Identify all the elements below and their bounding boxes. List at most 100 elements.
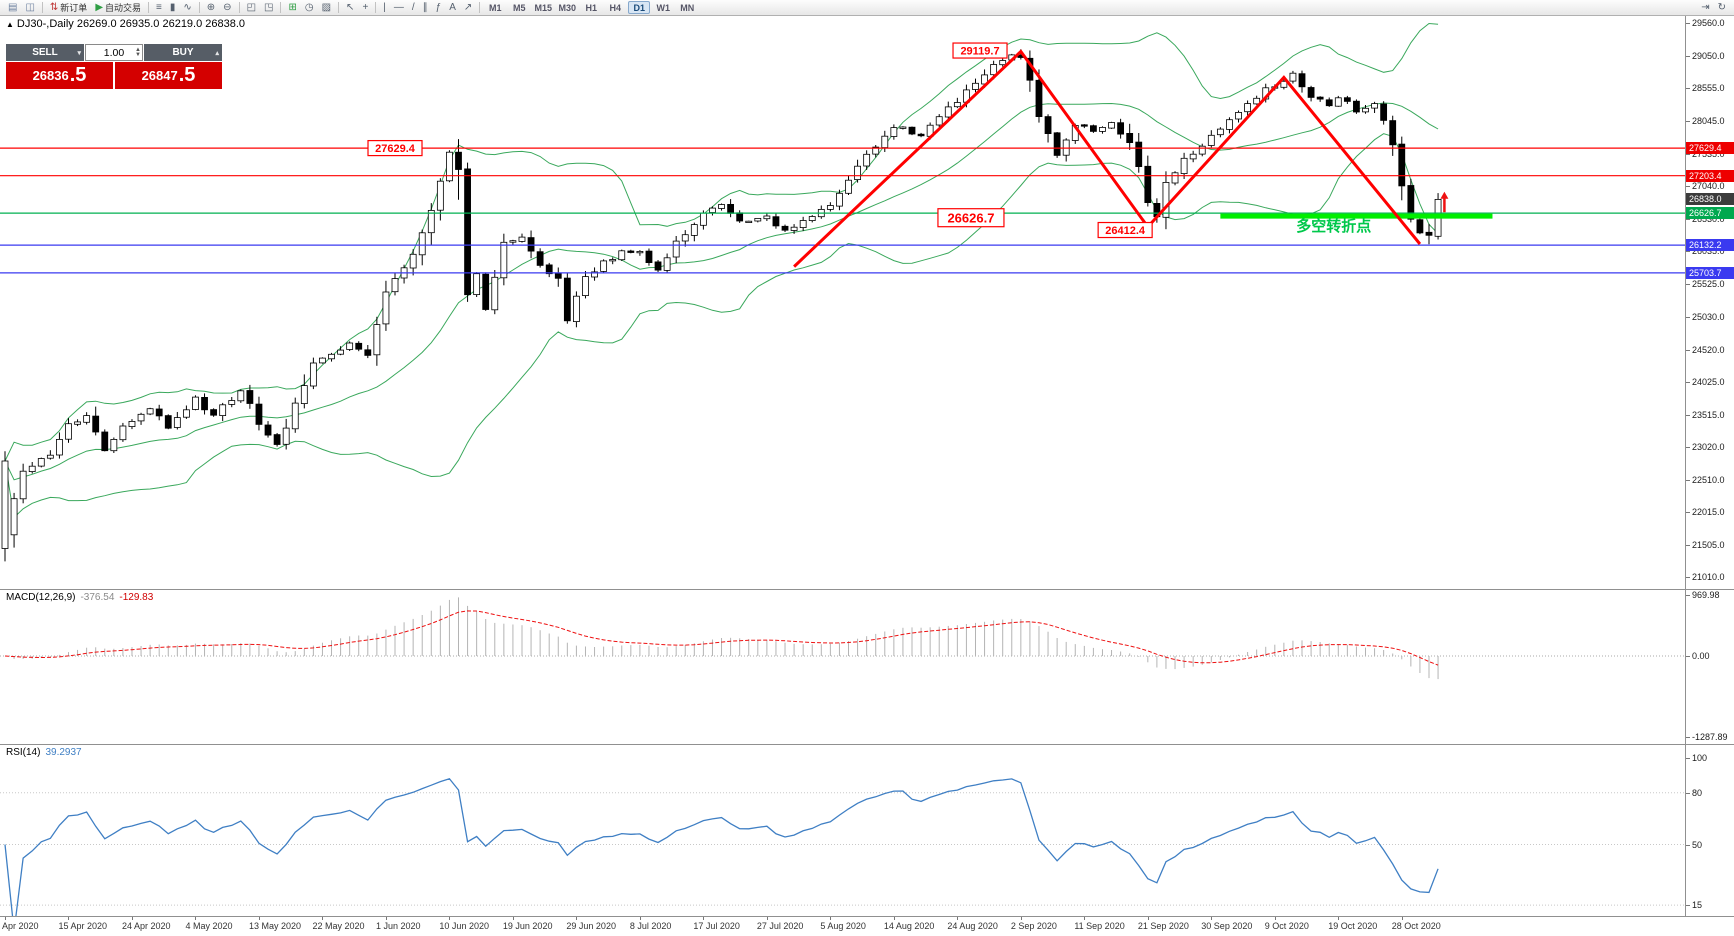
macd-tick-label: 0.00 bbox=[1686, 651, 1710, 661]
buy-button[interactable]: BUY ▴ bbox=[144, 44, 222, 61]
trendline-icon: / bbox=[411, 1, 415, 13]
fibonacci-icon[interactable]: ƒ bbox=[433, 1, 445, 14]
date-tick-label: 4 May 2020 bbox=[185, 917, 233, 931]
sell-options-caret-icon[interactable]: ▾ bbox=[77, 49, 81, 57]
timeframe-mn[interactable]: MN bbox=[680, 2, 695, 13]
new-chart-icon[interactable]: ▤ bbox=[5, 1, 20, 14]
price-tick-label: 26035.0 bbox=[1686, 246, 1725, 257]
turning-point-label[interactable]: 多空转折点 bbox=[1296, 217, 1371, 235]
svg-text:26412.4: 26412.4 bbox=[1105, 225, 1146, 237]
price-tag: 26626.7 bbox=[1686, 207, 1734, 220]
date-tick-label: 29 Jun 2020 bbox=[566, 917, 616, 931]
up-arrow[interactable] bbox=[1440, 191, 1449, 213]
horizontal-line-icon[interactable]: — bbox=[391, 1, 407, 14]
cascade-windows-icon[interactable]: ◳ bbox=[261, 1, 276, 14]
text-label-icon[interactable]: A bbox=[446, 1, 459, 14]
price-chart-canvas[interactable]: 29119.7 27629.4 26626.7 26412.4 多空转折点 bbox=[0, 16, 1685, 589]
timeframe-m5[interactable]: M5 bbox=[513, 2, 526, 13]
toolbar-separator bbox=[148, 2, 150, 13]
new-order-button-label: 新订单 bbox=[60, 3, 88, 13]
buy-price[interactable]: 26847.5 bbox=[115, 62, 222, 89]
date-tick-label: 5 Aug 2020 bbox=[820, 917, 866, 931]
price-tick-label: 29560.0 bbox=[1686, 18, 1725, 28]
toolbar-separator bbox=[338, 2, 340, 13]
rsi-chart-canvas[interactable] bbox=[0, 745, 1685, 916]
panel-splitter[interactable] bbox=[0, 916, 1734, 917]
date-tick-label: 24 Aug 2020 bbox=[947, 917, 998, 931]
toolbar-separator bbox=[41, 2, 43, 13]
period-clock-icon[interactable]: ◷ bbox=[302, 1, 317, 14]
auto-scroll-icon[interactable]: ↻ bbox=[1715, 1, 1729, 14]
arrow-object-icon[interactable]: ↗ bbox=[461, 1, 475, 14]
period-clock-icon: ◷ bbox=[304, 1, 314, 13]
tile-windows-icon[interactable]: ◰ bbox=[244, 1, 259, 14]
price-tick-label: 24520.0 bbox=[1686, 344, 1725, 355]
zoom-in-icon[interactable]: ⊕ bbox=[204, 1, 218, 14]
template-icon[interactable]: ▨ bbox=[319, 1, 334, 14]
rsi-name: RSI(14) bbox=[6, 747, 41, 758]
vertical-line-icon[interactable]: | bbox=[380, 1, 389, 14]
trendline-icon[interactable]: / bbox=[409, 1, 418, 14]
volume-down-icon[interactable]: ▼ bbox=[135, 51, 141, 58]
buy-options-caret-icon[interactable]: ▴ bbox=[215, 49, 219, 57]
fibonacci-icon: ƒ bbox=[435, 1, 442, 13]
price-tick-label: 25030.0 bbox=[1686, 311, 1725, 322]
timeframe-m15[interactable]: M15 bbox=[534, 2, 553, 13]
add-indicator-icon[interactable]: ⊞ bbox=[285, 1, 299, 14]
new-order-button[interactable]: ⇅ 新订单 bbox=[47, 1, 90, 14]
bars-chart-icon: ≡ bbox=[156, 1, 162, 13]
price-annotation[interactable]: 26412.4 bbox=[1097, 221, 1153, 239]
date-tick-label: 28 Oct 2020 bbox=[1391, 917, 1441, 931]
crosshair-icon[interactable]: + bbox=[359, 1, 371, 14]
price-tag: 26132.2 bbox=[1686, 239, 1734, 252]
channel-icon[interactable]: ∥ bbox=[420, 1, 431, 14]
toolbar-separator bbox=[198, 2, 200, 13]
rsi-tick-label: 50 bbox=[1685, 839, 1703, 850]
timeframe-w1[interactable]: W1 bbox=[656, 2, 671, 13]
date-tick-label: 8 Jul 2020 bbox=[629, 917, 672, 931]
date-tick-label: 10 Jun 2020 bbox=[439, 917, 489, 931]
timeframe-h4[interactable]: H4 bbox=[609, 2, 622, 13]
toolbar: ▤ ◫ ⇅ 新订单 ▶ 自动交易 ≡ ▮ ∿ ⊕ ⊖ ◰ ◳ ⊞ ◷ ▨ ↖ + | — / ∥ ƒ A ↗ M1 M5 M15 M3… bbox=[0, 0, 1734, 16]
timeframe-h1[interactable]: H1 bbox=[585, 2, 598, 13]
macd-chart-canvas[interactable] bbox=[0, 590, 1685, 744]
macd-value-1: -376.54 bbox=[80, 592, 115, 603]
cursor-icon[interactable]: ↖ bbox=[343, 1, 357, 14]
panel-splitter[interactable] bbox=[0, 744, 1734, 745]
date-tick-label: 14 Aug 2020 bbox=[883, 917, 935, 931]
autotrading-button: ▶ bbox=[95, 1, 104, 13]
price-annotation[interactable]: 26626.7 bbox=[937, 208, 1005, 228]
price-annotation[interactable]: 27629.4 bbox=[367, 139, 423, 157]
volume-input[interactable]: 1.00 ▲ ▼ bbox=[85, 44, 143, 61]
price-tick-label: 27535.0 bbox=[1686, 149, 1725, 160]
bollinger-bands bbox=[4, 22, 1439, 519]
autotrading-button-label: 自动交易 bbox=[105, 3, 142, 13]
price-annotation[interactable]: 29119.7 bbox=[952, 42, 1008, 59]
chart-profiles-icon[interactable]: ◫ bbox=[22, 1, 37, 14]
date-axis[interactable]: 6 Apr 2020 15 Apr 2020 24 Apr 2020 4 May 20… bbox=[0, 917, 1734, 936]
price-tag: 26838.0 bbox=[1686, 193, 1734, 206]
sell-button[interactable]: SELL ▾ bbox=[6, 44, 84, 61]
date-tick-label: 1 Jun 2020 bbox=[375, 917, 421, 931]
chart-shift-icon: ⇥ bbox=[1701, 1, 1710, 13]
price-axis[interactable]: 29560.0 29050.0 28555.0 28045.0 27535.0 27040… bbox=[1685, 16, 1734, 936]
panel-splitter[interactable] bbox=[0, 589, 1734, 590]
date-tick-label: 19 Oct 2020 bbox=[1328, 917, 1378, 931]
line-chart-icon[interactable]: ∿ bbox=[180, 1, 194, 14]
macd-indicator-label: MACD(12,26,9) -376.54 -129.83 bbox=[6, 592, 158, 603]
price-tick-label: 22015.0 bbox=[1686, 506, 1725, 517]
timeframe-m1[interactable]: M1 bbox=[489, 2, 502, 13]
autotrading-button[interactable]: ▶ 自动交易 bbox=[92, 1, 144, 14]
timeframe-m30[interactable]: M30 bbox=[558, 2, 577, 13]
bars-chart-icon[interactable]: ≡ bbox=[153, 1, 165, 14]
sell-price[interactable]: 26836.5 bbox=[6, 62, 113, 89]
candlestick-chart-icon[interactable]: ▮ bbox=[167, 1, 179, 14]
price-tick-label: 21505.0 bbox=[1686, 539, 1725, 550]
chart-shift-icon[interactable]: ⇥ bbox=[1698, 1, 1712, 14]
timeframe-d1[interactable]: D1 bbox=[628, 1, 651, 14]
add-indicator-icon: ⊞ bbox=[288, 1, 297, 13]
zoom-out-icon[interactable]: ⊖ bbox=[220, 1, 234, 14]
date-tick-label: 2 Sep 2020 bbox=[1010, 917, 1057, 931]
volume-up-icon[interactable]: ▲ bbox=[135, 46, 141, 53]
date-tick-label: 22 May 2020 bbox=[312, 917, 365, 931]
